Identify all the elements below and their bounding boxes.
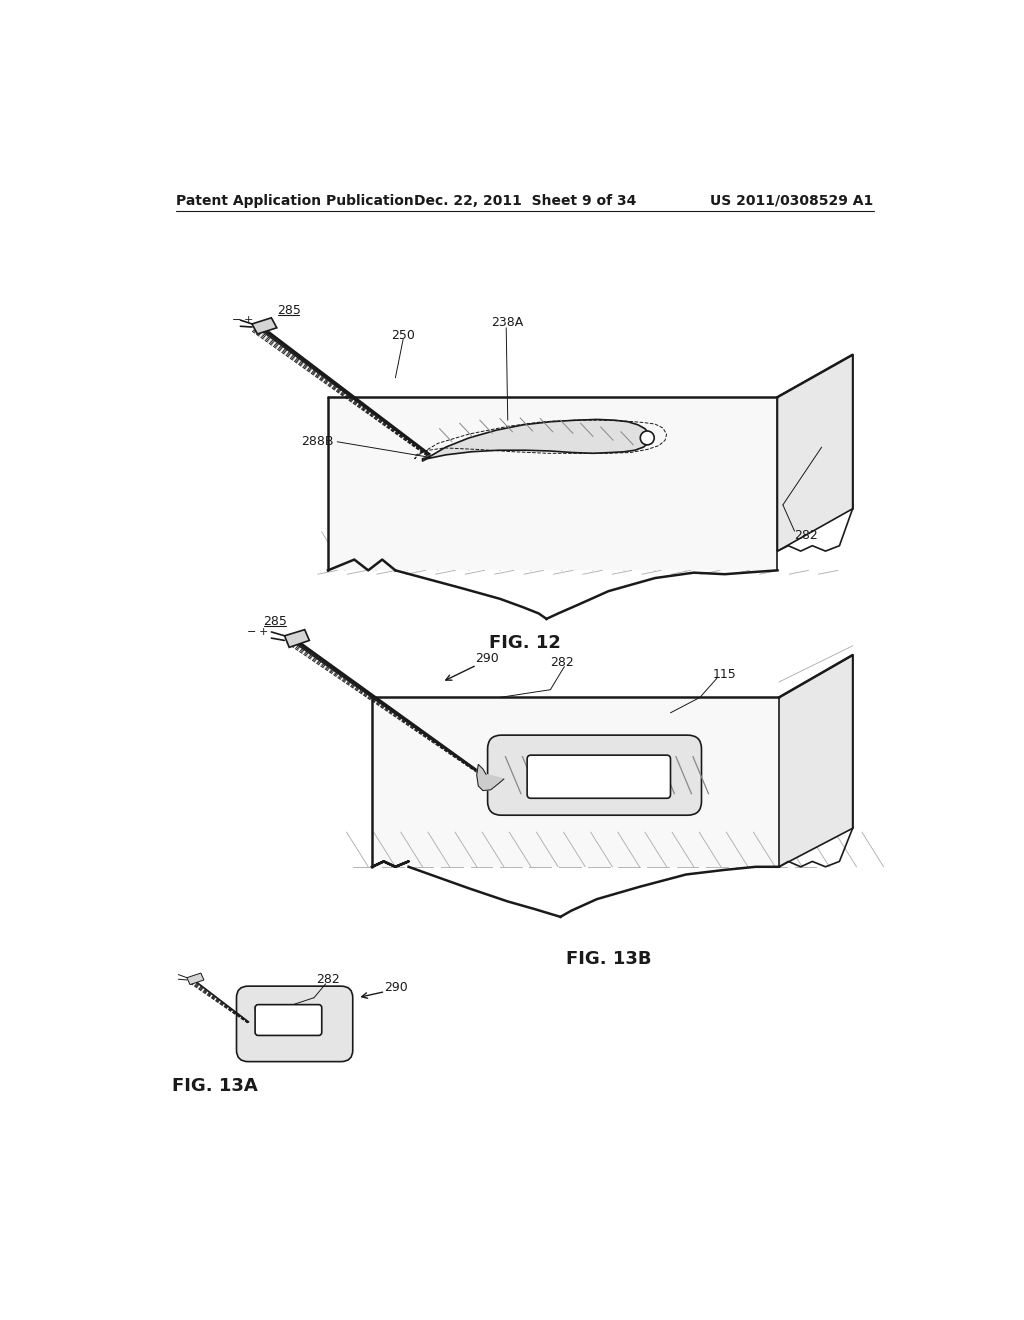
Polygon shape: [779, 655, 853, 867]
Polygon shape: [328, 397, 777, 570]
Text: Patent Application Publication: Patent Application Publication: [176, 194, 414, 207]
Text: 290: 290: [384, 981, 408, 994]
Text: 282: 282: [316, 973, 340, 986]
Text: −: −: [248, 627, 257, 638]
Polygon shape: [777, 355, 853, 552]
Text: 115: 115: [713, 668, 737, 681]
Text: 288B: 288B: [302, 436, 334, 449]
Text: FIG. 13B: FIG. 13B: [565, 950, 651, 968]
Text: Dec. 22, 2011  Sheet 9 of 34: Dec. 22, 2011 Sheet 9 of 34: [414, 194, 636, 207]
Polygon shape: [187, 973, 204, 985]
Text: 282: 282: [795, 529, 818, 543]
Text: 285: 285: [263, 615, 288, 628]
Polygon shape: [477, 764, 504, 791]
Text: 282: 282: [550, 656, 574, 669]
Text: 285: 285: [278, 305, 301, 317]
FancyBboxPatch shape: [237, 986, 352, 1061]
Text: +: +: [244, 315, 253, 325]
FancyBboxPatch shape: [527, 755, 671, 799]
FancyBboxPatch shape: [255, 1005, 322, 1035]
Circle shape: [640, 432, 654, 445]
FancyBboxPatch shape: [487, 735, 701, 816]
Polygon shape: [372, 697, 779, 867]
Text: FIG. 13A: FIG. 13A: [172, 1077, 258, 1096]
Text: 250: 250: [391, 329, 416, 342]
Text: +: +: [259, 627, 268, 638]
Text: FIG. 12: FIG. 12: [488, 635, 561, 652]
Text: 290: 290: [475, 652, 499, 665]
Polygon shape: [252, 318, 276, 334]
Text: −: −: [231, 315, 242, 325]
Polygon shape: [285, 630, 309, 647]
Polygon shape: [423, 420, 649, 461]
Text: US 2011/0308529 A1: US 2011/0308529 A1: [711, 194, 873, 207]
Text: 238A: 238A: [490, 315, 523, 329]
